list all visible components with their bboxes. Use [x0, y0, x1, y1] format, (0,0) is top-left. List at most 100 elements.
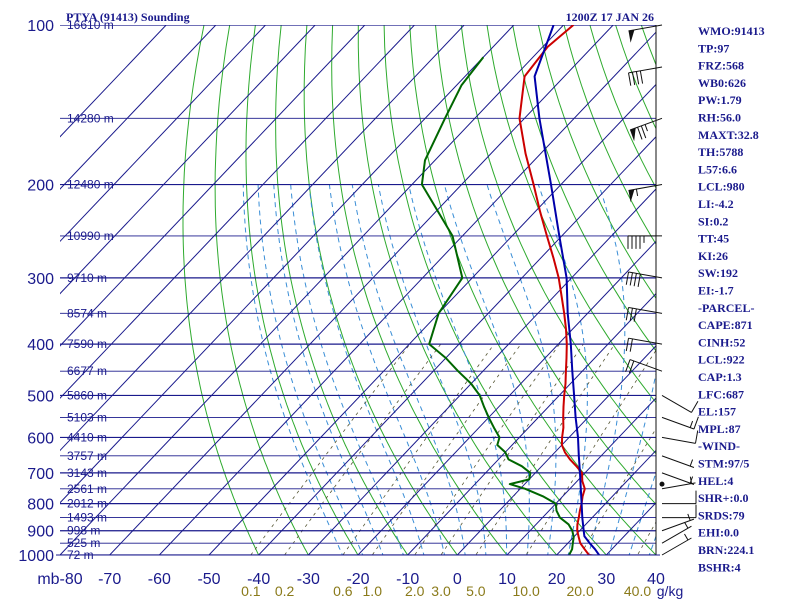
wind-barb-full — [629, 272, 633, 286]
wind-barb — [625, 271, 663, 287]
height-label: 7590 m — [67, 337, 107, 351]
isotherm — [506, 397, 656, 555]
storm-motion-marker — [659, 481, 665, 487]
wind-barbs-layer — [625, 24, 699, 556]
wind-barb-staff — [628, 337, 663, 345]
index-entry: SW:192 — [698, 266, 738, 280]
index-entry: TT:45 — [698, 232, 729, 246]
index-entry: KI:26 — [698, 249, 728, 263]
index-entry: STM:97/5 — [698, 457, 749, 471]
wind-barb — [662, 490, 697, 505]
index-entry: LI:-4.2 — [698, 197, 734, 211]
wind-barb-staff — [661, 416, 695, 430]
moist-adiabat — [242, 184, 343, 555]
isotherm — [258, 136, 656, 555]
index-entry: BSHR:4 — [698, 560, 741, 574]
labels-layer: PTYA (91413) Sounding 1200Z 17 JAN 26 10… — [18, 10, 683, 599]
pressure-tick-label: 100 — [27, 18, 54, 35]
wind-barb-staff — [661, 482, 696, 490]
isotherm — [456, 345, 656, 555]
mixing-ratio-label: 3.0 — [431, 583, 451, 599]
moist-adiabat — [408, 184, 508, 555]
temperature-tick-label: -40 — [247, 571, 270, 588]
wind-barb — [625, 359, 663, 374]
wind-barb — [662, 504, 697, 519]
dry-adiabat — [460, 25, 656, 455]
grid-layer — [60, 25, 800, 566]
temperature-tick-label: -30 — [297, 571, 320, 588]
height-label: 3143 m — [67, 466, 107, 480]
wind-barb — [661, 472, 695, 486]
index-entry: LCL:980 — [698, 180, 745, 194]
mixing-ratio-line — [525, 349, 656, 555]
index-entry: CAPE:871 — [698, 318, 753, 332]
height-label: 525 m — [67, 536, 100, 550]
wind-barb-full — [693, 416, 699, 430]
wind-barb-half — [644, 124, 648, 132]
index-entry: WMO:91413 — [698, 24, 765, 38]
height-label: 4410 m — [67, 430, 107, 444]
dry-adiabat — [589, 25, 656, 189]
wind-barb-staff — [628, 306, 663, 314]
wind-barb-full — [628, 72, 632, 86]
height-label: 2561 m — [67, 482, 107, 496]
mixing-ratio-label: 40.0 — [624, 583, 651, 599]
indices-panel: WMO:91413 TP:97 FRZ:568 WB0:626 PW:1.79 RH:56… — [698, 24, 765, 574]
isotherm — [109, 25, 614, 555]
wind-barb-full — [633, 273, 637, 287]
isotherm — [357, 240, 656, 555]
mixing-ratio-line — [475, 343, 616, 555]
pressure-tick-label: 300 — [27, 271, 54, 288]
moist-adiabat — [443, 184, 530, 555]
isotherm — [60, 25, 415, 399]
dry-adiabat — [214, 25, 309, 555]
pressure-tick-label: 500 — [27, 388, 54, 405]
wind-barb-full — [625, 307, 630, 321]
temperature-line — [518, 25, 597, 555]
moist-adiabat — [308, 184, 425, 555]
wind-barb-full — [635, 71, 640, 85]
index-entry: LFC:687 — [698, 387, 744, 401]
dry-adiabat — [486, 25, 656, 404]
index-entry: -WIND- — [698, 439, 740, 453]
index-entry: EL:157 — [698, 405, 736, 419]
index-entry: FRZ:568 — [698, 59, 744, 73]
wind-barb — [627, 235, 662, 249]
temperature-tick-label: -60 — [148, 571, 171, 588]
height-label: 6677 m — [67, 364, 107, 378]
isotherm — [60, 25, 564, 555]
mixing-ratio-label: 0.1 — [241, 583, 261, 599]
isotherm — [60, 25, 515, 504]
wind-barb-full — [629, 338, 633, 352]
wind-barb-staff — [661, 537, 692, 556]
height-label: 16610 m — [67, 18, 114, 32]
height-label: 2012 m — [67, 497, 107, 511]
chart-title: PTYA (91413) Sounding — [66, 10, 190, 24]
chart-subtitle: 1200Z 17 JAN 26 — [566, 10, 654, 24]
index-entry: L57:6.6 — [698, 162, 737, 176]
parcel-line — [533, 25, 601, 555]
dry-adiabat — [770, 25, 800, 566]
dry-adiabat — [435, 25, 656, 506]
isotherm — [407, 292, 656, 555]
wind-barb-staff — [628, 66, 663, 74]
temperature-tick-label: -70 — [98, 571, 121, 588]
index-entry: BRN:224.1 — [698, 543, 754, 557]
height-label: 14280 m — [67, 111, 114, 125]
index-entry: PW:1.79 — [698, 93, 742, 107]
moist-adiabat — [273, 184, 384, 555]
pressure-tick-label: 200 — [27, 178, 54, 195]
wind-barb-full — [629, 308, 633, 322]
temperature-tick-label: 0 — [453, 571, 462, 588]
moist-adiabat — [537, 184, 588, 555]
isotherm — [60, 25, 366, 347]
temperature-tick-label: 30 — [597, 571, 615, 588]
index-entry: MAXT:32.8 — [698, 128, 759, 142]
wind-barb-staff — [661, 525, 692, 544]
index-entry: SHR+:0.0 — [698, 491, 749, 505]
mixing-ratio-label: 0.6 — [333, 583, 353, 599]
dry-adiabat — [744, 25, 800, 566]
wind-barb — [628, 66, 663, 86]
wind-barb — [661, 455, 695, 468]
